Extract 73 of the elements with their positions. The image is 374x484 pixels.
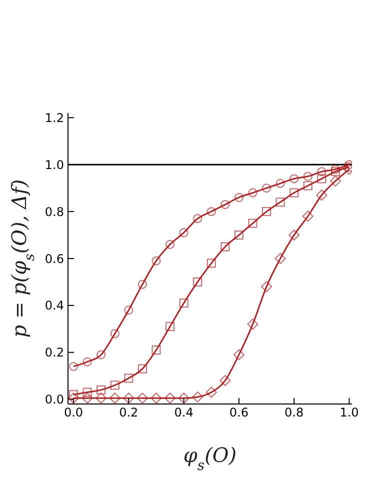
point	[274, 253, 286, 264]
point	[192, 391, 204, 402]
x-tick-label: 0.4	[174, 406, 194, 420]
point	[303, 181, 312, 190]
x-tick-label: 0.8	[284, 406, 304, 420]
point	[206, 258, 216, 268]
point	[330, 167, 340, 176]
point	[82, 392, 93, 404]
point	[179, 298, 188, 308]
point	[262, 207, 272, 216]
y-tick-label: 0.2	[44, 346, 64, 360]
point	[317, 174, 326, 184]
point	[193, 277, 202, 286]
point	[110, 329, 120, 338]
point	[220, 375, 231, 386]
point	[193, 214, 202, 224]
point	[290, 174, 299, 184]
point	[248, 218, 258, 228]
point	[316, 190, 328, 201]
point	[110, 380, 120, 390]
point	[96, 385, 106, 394]
point	[179, 228, 188, 238]
x-tick-label: 1.0	[340, 406, 359, 420]
point	[152, 346, 161, 355]
x-tick-label: 0.2	[119, 406, 138, 420]
point	[68, 392, 80, 404]
point	[82, 357, 92, 366]
point	[290, 188, 299, 198]
point	[288, 230, 300, 241]
point	[330, 164, 340, 174]
point	[164, 392, 176, 404]
point	[124, 306, 134, 315]
y-tick-label: 0.0	[44, 392, 64, 407]
point	[276, 178, 285, 188]
point	[220, 242, 230, 252]
point	[109, 392, 120, 404]
point	[262, 184, 272, 193]
point	[233, 349, 244, 360]
point	[123, 392, 134, 404]
point	[276, 198, 285, 207]
point	[234, 192, 244, 202]
point	[82, 388, 92, 397]
point	[138, 364, 147, 374]
point	[248, 188, 258, 198]
point	[178, 392, 190, 404]
y-tick-label: 1.0	[44, 158, 64, 172]
point	[136, 392, 148, 404]
x-tick-label: 0.6	[229, 406, 248, 420]
x-axis-title: φ$_{s}$(O)	[183, 443, 237, 474]
point	[317, 167, 326, 176]
point	[261, 281, 272, 292]
point	[124, 374, 134, 383]
point	[96, 350, 106, 360]
point	[220, 200, 230, 210]
point	[303, 172, 312, 181]
point	[152, 256, 161, 266]
point	[302, 210, 314, 222]
point	[247, 318, 258, 330]
point	[234, 230, 244, 240]
point	[166, 240, 175, 249]
y-tick-label: 0.6	[44, 252, 64, 266]
point	[206, 386, 217, 398]
point	[206, 207, 216, 216]
point	[138, 280, 147, 289]
x-tick-label: 0.0	[64, 406, 84, 420]
point	[96, 392, 107, 404]
y-tick-label: 0.8	[44, 204, 64, 219]
point	[69, 362, 78, 371]
point	[150, 392, 162, 404]
point	[330, 176, 341, 187]
y-tick-label: 1.2	[44, 110, 64, 125]
y-tick-label: 0.4	[44, 298, 64, 313]
point	[166, 322, 175, 332]
